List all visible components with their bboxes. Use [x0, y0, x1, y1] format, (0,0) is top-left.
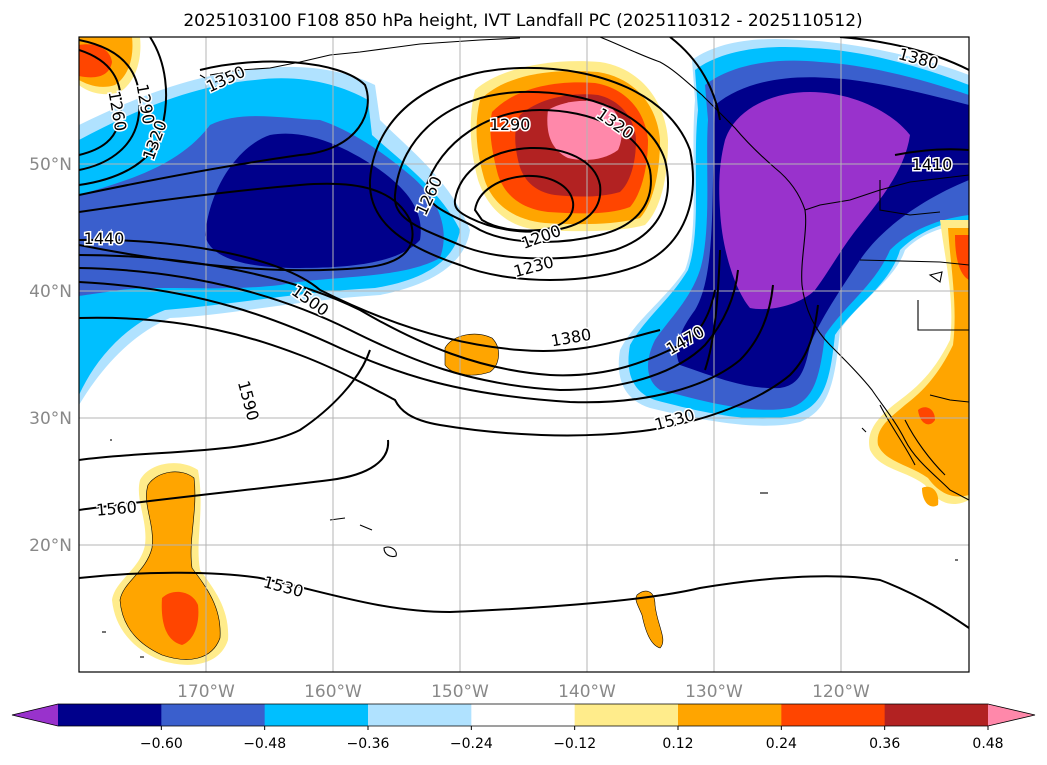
colorbar-tick-label: 0.24: [766, 736, 797, 752]
colorbar-swatch: [471, 704, 576, 726]
longitude-labels: 170°W 160°W 150°W 140°W 130°W 120°W: [177, 682, 870, 702]
positive-region-topleft: [79, 37, 141, 95]
contour-label: 1560: [95, 497, 137, 519]
colorbar-tick-label: −0.60: [140, 736, 183, 752]
lon-label: 170°W: [177, 682, 235, 702]
colorbar-tick-label: −0.36: [347, 736, 390, 752]
colorbar-swatch: [781, 704, 886, 726]
contour-label: 1410: [912, 155, 953, 174]
colorbar-extend-right: [988, 704, 1035, 726]
gridlines: [79, 37, 969, 672]
colorbar-swatch: [574, 704, 679, 726]
colorbar-swatch: [678, 704, 782, 726]
colorbar-tick-label: 0.12: [662, 736, 693, 752]
colorbar-tick-label: 0.36: [869, 736, 900, 752]
lon-label: 160°W: [304, 682, 362, 702]
colorbar-swatch: [884, 704, 989, 726]
colorbar-swatch: [161, 704, 266, 726]
colorbar-swatch: [58, 704, 162, 726]
colorbar-swatch: [264, 704, 369, 726]
lon-label: 150°W: [431, 682, 489, 702]
positive-region-southeast: [869, 220, 969, 507]
figure-title: 2025103100 F108 850 hPa height, IVT Land…: [183, 11, 862, 31]
colorbar-tick-label: −0.24: [450, 736, 493, 752]
lon-label: 140°W: [558, 682, 616, 702]
lat-label: 40°N: [29, 282, 72, 302]
map-frame: [78, 36, 970, 673]
positive-blob-south: [635, 590, 664, 649]
lat-label: 50°N: [29, 155, 72, 175]
map-area: 1380 1350 1260 1290 1320 1440 1290 1320 …: [79, 37, 969, 672]
lat-label: 30°N: [29, 409, 72, 429]
contour-label: 1440: [84, 229, 125, 248]
colorbar-outline: [11, 703, 1036, 727]
colorbar-extend-left: [12, 704, 58, 726]
lon-label: 130°W: [685, 682, 743, 702]
height-contours: [79, 37, 969, 629]
lat-label: 20°N: [29, 536, 72, 556]
colorbar-swatch: [368, 704, 472, 726]
colorbar-tick-label: −0.48: [243, 736, 286, 752]
colorbar-tick-label: −0.12: [553, 736, 596, 752]
positive-region-southwest: [112, 463, 229, 665]
colorbar: −0.60 −0.48 −0.36 −0.24 −0.12 0.12 0.24 0.36 0.4…: [11, 703, 1036, 752]
negative-region-west: [79, 66, 470, 405]
contour-label: 1290: [490, 115, 531, 134]
latitude-labels: 50°N 40°N 30°N 20°N: [29, 155, 72, 556]
lon-label: 120°W: [812, 682, 870, 702]
colorbar-tick-label: 0.48: [972, 736, 1003, 752]
